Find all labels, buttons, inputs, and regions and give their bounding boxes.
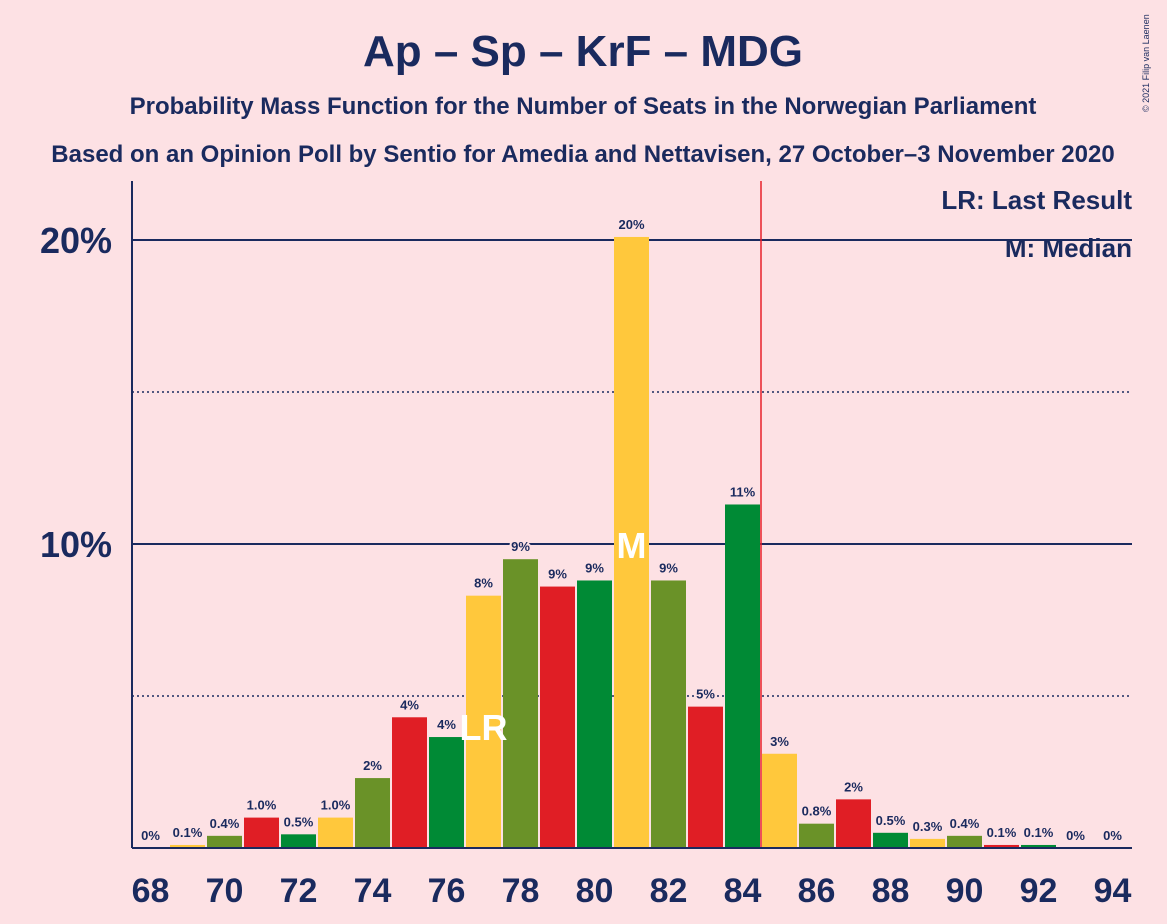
x-tick-label: 74 [354,872,392,910]
data-label: 3% [770,734,789,749]
chart-subtitle-source: Based on an Opinion Poll by Sentio for A… [51,141,1114,168]
last-result-marker: LR [460,707,508,748]
bar [984,844,1019,848]
bar [466,595,501,848]
chart-title: Ap – Sp – KrF – MDG [363,27,803,76]
data-label: 0.8% [802,804,832,819]
data-label: 0.1% [987,825,1017,840]
data-label: 9% [585,560,604,575]
chart-subtitle: Probability Mass Function for the Number… [130,93,1037,120]
bar [614,236,649,848]
markers: LR M [460,525,647,748]
data-label: 9% [548,567,567,582]
x-tick-label: 92 [1020,872,1058,910]
bar [207,835,242,848]
x-tick-label: 88 [872,872,910,910]
data-label: 2% [844,779,863,794]
bar [170,844,205,848]
x-tick-label: 94 [1094,872,1132,910]
bar [355,778,390,848]
bar [392,717,427,848]
x-tick-label: 80 [576,872,614,910]
x-tick-label: 70 [206,872,244,910]
data-labels: 0% 0.1% 0.4% 1.0% 0.5% 1.0% 2% 4% 4% 8% 9% 9% 9% 20% 9… [139,215,1124,845]
y-tick-label: 20% [40,220,112,261]
data-label: 9% [659,560,678,575]
bar [873,832,908,848]
median-marker: M [617,525,647,566]
bar [725,504,760,848]
data-label: 11% [730,484,756,499]
bar [318,817,353,848]
data-label: 1.0% [321,798,351,813]
x-tick-label: 76 [428,872,466,910]
data-label: 5% [696,687,715,702]
data-label: 0.5% [876,813,906,828]
legend-median: M: Median [1005,233,1132,263]
data-label: 0.1% [1024,825,1054,840]
data-label: 0.5% [284,814,314,829]
data-label: 0% [1103,828,1122,843]
bar [577,580,612,848]
bar [836,799,871,848]
x-tick-label: 78 [502,872,540,910]
data-label: 4% [400,697,419,712]
x-tick-label: 72 [280,872,318,910]
y-tick-label: 10% [40,524,112,565]
bar [799,823,834,848]
bar [651,580,686,848]
data-label: 0.4% [210,816,240,831]
copyright-note: © 2021 Filip van Laenen [1141,14,1151,112]
bar [540,586,575,848]
bar [1021,844,1056,848]
data-label: 1.0% [247,798,277,813]
bar [244,817,279,848]
data-label: 0% [1066,828,1085,843]
x-tick-label: 68 [132,872,170,910]
bar [947,835,982,848]
axes: 68 70 72 74 76 78 80 82 84 86 88 90 92 94 [131,181,1132,910]
legend-last-result: LR: Last Result [941,185,1132,215]
bar [762,753,797,848]
bar [503,559,538,848]
data-label: 0.3% [913,819,943,834]
data-label: 0.4% [950,816,980,831]
bar [688,706,723,848]
data-label: 8% [474,576,493,591]
bar [910,838,945,848]
bar [429,737,464,848]
x-tick-label: 84 [724,872,762,910]
x-tick-label: 86 [798,872,836,910]
data-label: 9% [511,539,530,554]
data-label: 2% [363,758,382,773]
x-tick-label: 90 [946,872,984,910]
data-label: 0.1% [173,825,203,840]
data-label: 4% [437,717,456,732]
x-tick-label: 82 [650,872,688,910]
bar [281,834,316,848]
data-label: 20% [618,217,644,232]
data-label: 0% [141,828,160,843]
bars [170,236,1056,848]
